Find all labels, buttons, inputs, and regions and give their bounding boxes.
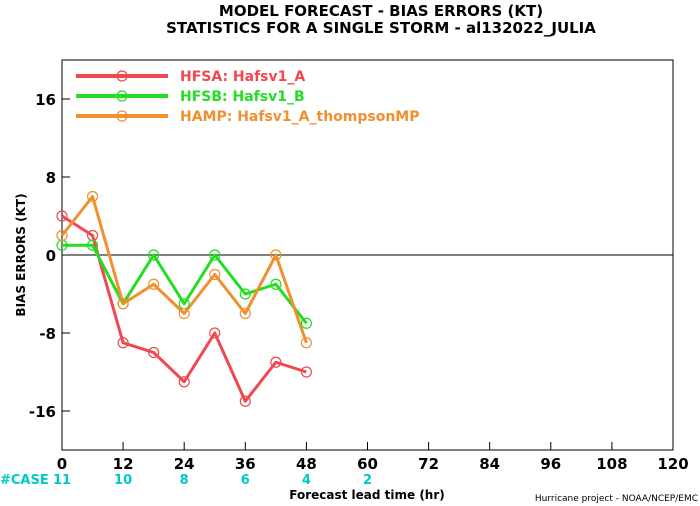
series-3-point bbox=[178, 307, 190, 320]
y-tick-label: 8 bbox=[46, 169, 56, 187]
x-tick-label: 0 bbox=[57, 455, 67, 473]
x-tick-label: 48 bbox=[296, 455, 317, 473]
y-tick-label: -8 bbox=[39, 325, 56, 343]
series-layer bbox=[56, 190, 312, 407]
case-count: 2 bbox=[363, 473, 372, 488]
x-tick-label: 84 bbox=[479, 455, 500, 473]
x-tick-label: 72 bbox=[418, 455, 439, 473]
case-count: 11 bbox=[53, 473, 71, 488]
case-count: 6 bbox=[241, 473, 250, 488]
series-1-point bbox=[209, 327, 221, 339]
legend-marker-1 bbox=[116, 70, 128, 82]
case-count: 8 bbox=[180, 473, 189, 488]
series-2-point bbox=[209, 249, 221, 261]
series-3-point bbox=[148, 278, 160, 290]
case-label: #CASE bbox=[0, 473, 49, 488]
y-tick-label: 16 bbox=[35, 91, 56, 109]
legend-marker-3 bbox=[116, 110, 128, 122]
series-1-point bbox=[56, 210, 68, 222]
series-1-point bbox=[239, 395, 251, 407]
chart-subtitle: STATISTICS FOR A SINGLE STORM - al132022… bbox=[166, 19, 596, 37]
chart-title: MODEL FORECAST - BIAS ERRORS (KT) bbox=[219, 2, 543, 20]
y-tick-label: 0 bbox=[46, 247, 56, 265]
y-axis-label: BIAS ERRORS (KT) bbox=[14, 193, 28, 316]
series-3-point bbox=[56, 229, 68, 242]
series-line-3 bbox=[60, 195, 308, 344]
series-3-point bbox=[209, 268, 221, 281]
x-tick-label: 120 bbox=[657, 455, 688, 473]
axis-ticks: 0 12 24 36 48 60 72 84 96 108 120 -16 -8 0 8 16 bbox=[29, 91, 689, 473]
legend: HFSA: Hafsv1_A HFSB: Hafsv1_B HAMP: Hafsv1… bbox=[76, 69, 420, 125]
legend-marker-2 bbox=[116, 90, 128, 102]
case-count: 4 bbox=[302, 473, 311, 488]
x-axis-label: Forecast lead time (hr) bbox=[289, 488, 445, 502]
case-count: 10 bbox=[114, 473, 132, 488]
legend-label-2: HFSB: Hafsv1_B bbox=[180, 89, 305, 105]
x-tick-label: 12 bbox=[113, 455, 134, 473]
series-3-point bbox=[117, 298, 129, 310]
legend-label-1: HFSA: Hafsv1_A bbox=[180, 69, 305, 85]
x-tick-label: 24 bbox=[174, 455, 195, 473]
series-line-2 bbox=[62, 243, 308, 325]
series-3-point bbox=[86, 190, 99, 203]
series-1-point bbox=[117, 337, 129, 349]
series-3-point bbox=[239, 307, 251, 320]
case-counts: #CASE 11 10 8 6 4 2 bbox=[0, 473, 372, 488]
y-tick-label: -16 bbox=[29, 403, 56, 421]
x-tick-label: 36 bbox=[235, 455, 256, 473]
series-2-point bbox=[148, 249, 160, 261]
legend-label-3: HAMP: Hafsv1_A_thompsonMP bbox=[180, 109, 420, 125]
series-2-point bbox=[300, 317, 312, 329]
credit-text: Hurricane project - NOAA/NCEP/EMC bbox=[535, 494, 698, 504]
series-1-point bbox=[148, 346, 160, 359]
series-1-point bbox=[178, 376, 190, 388]
x-tick-label: 60 bbox=[357, 455, 378, 473]
series-2-point bbox=[86, 239, 99, 251]
series-1-point bbox=[270, 356, 282, 368]
x-tick-label: 96 bbox=[540, 455, 561, 473]
series-3-point bbox=[270, 249, 282, 261]
series-2-point bbox=[270, 278, 282, 290]
series-3-point bbox=[300, 337, 312, 349]
series-1-point bbox=[300, 366, 312, 378]
x-tick-label: 108 bbox=[596, 455, 627, 473]
series-2-point bbox=[239, 288, 251, 300]
series-line-1 bbox=[61, 214, 307, 403]
